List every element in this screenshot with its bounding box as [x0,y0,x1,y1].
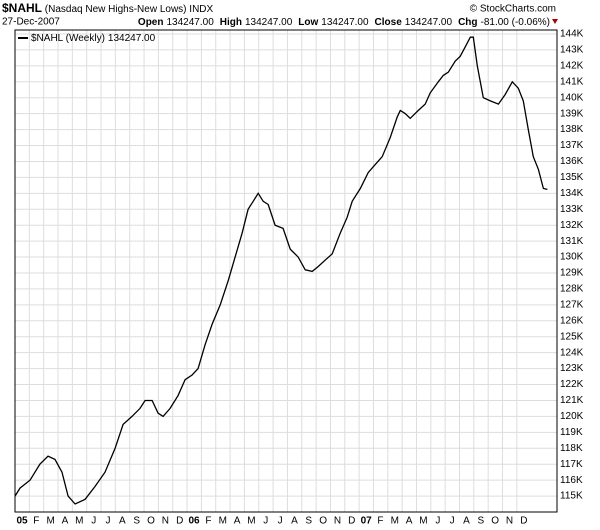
x-tick-label: A [62,516,69,527]
x-tick-label: J [278,516,283,527]
y-tick-label: 137K [560,140,584,151]
x-tick-label: F [205,516,211,527]
y-tick-label: 127K [560,300,584,311]
x-tick-label: M [219,516,227,527]
down-arrow [552,19,558,24]
quote-label: High [220,17,242,28]
quote-value: -81.00 (-0.06%) [481,17,550,28]
x-tick-label: 07 [361,516,373,527]
y-tick-label: 126K [560,315,584,326]
legend: $NAHL (Weekly) 134247.00 [31,33,156,44]
x-tick-label: A [291,516,298,527]
symbol-name: (Nasdaq New Highs-New Lows) [45,4,187,15]
x-tick-label: A [406,516,413,527]
quote-value: 134247.00 [166,17,214,28]
quote-label: Chg [458,17,477,28]
x-tick-label: M [75,516,83,527]
x-tick-label: S [305,516,312,527]
x-tick-label: O [319,516,327,527]
quote-value: 134247.00 [321,17,369,28]
x-tick-label: A [463,516,470,527]
y-tick-label: 118K [560,443,583,454]
x-tick-label: O [491,516,499,527]
y-tick-label: 123K [560,363,584,374]
x-tick-label: N [506,516,513,527]
y-tick-label: 131K [560,236,584,247]
x-tick-label: 06 [189,516,201,527]
quote-label: Close [375,17,403,28]
y-tick-label: 134K [560,188,584,199]
y-tick-label: 122K [560,379,584,390]
y-tick-label: 141K [560,76,584,87]
y-tick-label: 119K [560,427,583,438]
x-tick-label: D [348,516,355,527]
x-tick-label: J [106,516,111,527]
x-tick-label: F [377,516,383,527]
date: 27-Dec-2007 [2,17,60,28]
y-tick-label: 132K [560,220,584,231]
quote-value: 134247.00 [245,17,293,28]
quote-line: Open 134247.00 High 134247.00 Low 134247.00 Cl… [138,17,550,28]
price-line [14,36,548,505]
x-tick-label: A [234,516,241,527]
y-tick-label: 140K [560,92,584,103]
x-tick-label: N [334,516,341,527]
x-tick-label: F [33,516,39,527]
y-tick-label: 138K [560,124,584,135]
y-tick-label: 128K [560,284,584,295]
x-tick-label: J [450,516,455,527]
y-tick-label: 133K [560,204,584,215]
legend-value: 134247.00 [108,33,156,44]
y-tick-label: 143K [560,45,584,56]
exchange: INDX [189,4,213,15]
x-tick-label: S [133,516,140,527]
x-tick-label: M [247,516,255,527]
header-line: $NAHL (Nasdaq New Highs-New Lows) INDX [2,1,214,15]
y-tick-label: 115K [560,491,583,502]
plot-border [14,29,558,513]
x-tick-label: N [162,516,169,527]
y-tick-label: 124K [560,347,584,358]
symbol: $NAHL [2,1,42,15]
y-tick-label: 125K [560,331,584,342]
y-tick-label: 120K [560,411,584,422]
x-tick-label: M [419,516,427,527]
y-tick-label: 117K [560,459,583,470]
x-tick-label: A [119,516,126,527]
y-tick-label: 136K [560,156,584,167]
x-tick-label: J [263,516,268,527]
x-tick-label: J [91,516,96,527]
quote-label: Open [138,17,164,28]
y-tick-label: 144K [560,29,584,40]
x-tick-label: 05 [16,516,28,527]
watermark: © StockCharts.com [470,4,556,15]
quote-label: Low [298,17,318,28]
legend-name: $NAHL (Weekly) [31,33,105,44]
quote-value: 134247.00 [405,17,453,28]
y-tick-label: 135K [560,172,584,183]
y-tick-label: 142K [560,60,584,71]
x-tick-label: J [435,516,440,527]
y-tick-label: 121K [560,395,584,406]
y-tick-label: 139K [560,108,584,119]
x-tick-label: D [520,516,527,527]
y-tick-label: 129K [560,268,584,279]
x-tick-label: M [47,516,55,527]
x-tick-label: M [391,516,399,527]
y-tick-label: 130K [560,252,584,263]
x-tick-label: S [478,516,485,527]
x-tick-label: O [147,516,155,527]
y-tick-label: 116K [560,475,583,486]
x-tick-label: D [176,516,183,527]
